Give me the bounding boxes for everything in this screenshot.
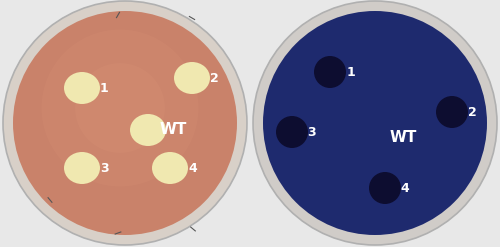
Ellipse shape [64, 72, 100, 104]
Ellipse shape [13, 11, 237, 235]
Ellipse shape [64, 152, 100, 184]
Ellipse shape [152, 152, 188, 184]
Ellipse shape [369, 172, 401, 204]
Text: 3: 3 [307, 125, 316, 139]
Text: 4: 4 [400, 182, 409, 194]
Text: 2: 2 [210, 71, 219, 84]
Text: 2: 2 [468, 105, 477, 119]
Ellipse shape [263, 11, 487, 235]
Text: 3: 3 [100, 162, 108, 174]
Ellipse shape [314, 56, 346, 88]
Ellipse shape [3, 1, 247, 245]
Text: WT: WT [390, 130, 417, 145]
Ellipse shape [42, 30, 198, 186]
Text: 4: 4 [188, 162, 197, 174]
Ellipse shape [253, 1, 497, 245]
Ellipse shape [436, 96, 468, 128]
Text: 1: 1 [347, 65, 356, 79]
Text: WT: WT [160, 123, 188, 138]
Ellipse shape [174, 62, 210, 94]
Ellipse shape [75, 63, 165, 153]
Ellipse shape [130, 114, 166, 146]
Ellipse shape [276, 116, 308, 148]
Text: 1: 1 [100, 82, 109, 95]
